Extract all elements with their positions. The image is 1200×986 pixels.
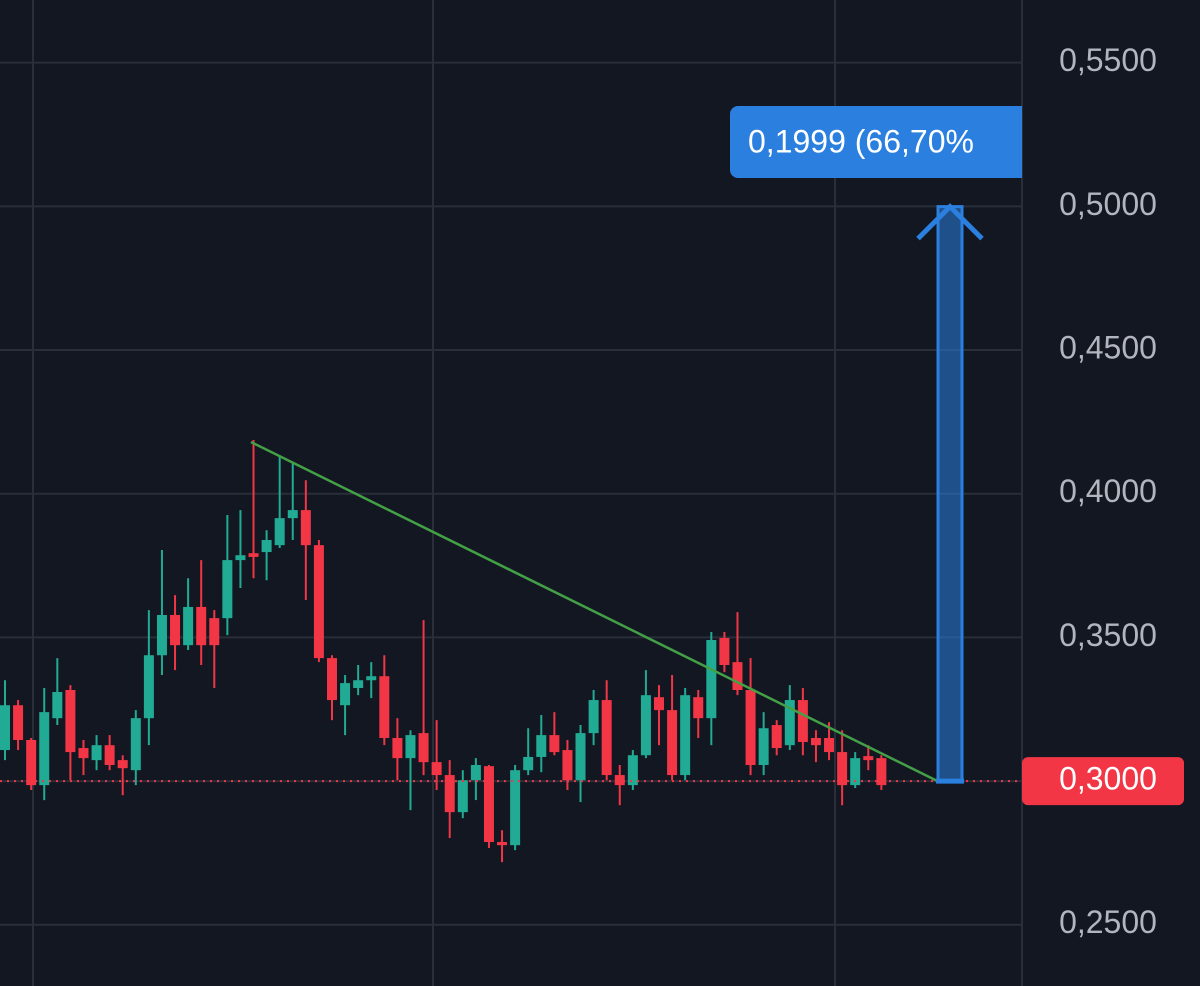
candle-body — [392, 737, 403, 759]
candle-body — [693, 697, 704, 719]
candle-body — [837, 752, 848, 786]
candle-body — [327, 658, 337, 701]
last-price-tag — [1022, 757, 1184, 806]
candle-body — [65, 689, 76, 753]
candle-body — [758, 728, 769, 766]
y-tick-label: 0,4500 — [1059, 329, 1157, 365]
candle-body — [104, 745, 115, 766]
candle-body — [287, 510, 298, 519]
candle-body — [523, 756, 534, 771]
candle-body — [654, 697, 664, 711]
candle-body — [143, 655, 154, 719]
candle-body — [706, 639, 717, 719]
candle-body — [379, 676, 390, 738]
candle-body — [810, 737, 821, 746]
candle-body — [130, 718, 141, 771]
candle-body — [418, 733, 429, 763]
candle-body — [797, 700, 808, 743]
candle-body — [300, 510, 311, 546]
candle-body — [614, 775, 625, 786]
measure-shaft — [936, 205, 964, 783]
candle-body — [640, 695, 651, 756]
measure-label-box — [730, 106, 1022, 178]
y-tick-label: 0,4000 — [1059, 473, 1157, 509]
trendline — [250, 440, 939, 783]
candle-body — [719, 637, 730, 665]
y-tick-label: 0,3500 — [1059, 617, 1157, 653]
candle-body — [183, 606, 194, 646]
candle-body — [209, 618, 220, 646]
candle-body — [340, 683, 351, 706]
candle-body — [222, 560, 233, 619]
candle-body — [405, 735, 416, 759]
candle-body — [248, 553, 259, 557]
candle-body — [156, 614, 167, 656]
candle-body — [562, 750, 573, 781]
candle-body — [627, 755, 638, 786]
candle-body — [863, 756, 874, 761]
candle-body — [510, 770, 521, 846]
candle-body — [261, 539, 272, 553]
candle-body — [274, 518, 285, 546]
y-tick-label: 0,5000 — [1059, 186, 1157, 222]
candle-body — [39, 712, 50, 786]
candle-body — [601, 700, 612, 776]
candle-body — [196, 606, 207, 646]
candle-body — [549, 735, 560, 753]
candle-body — [588, 700, 599, 734]
candle-body — [52, 692, 63, 719]
candle-body — [824, 737, 835, 753]
measure-arrowhead — [916, 203, 984, 241]
candle-body — [117, 760, 128, 769]
candle-body — [497, 842, 508, 846]
measure-label: 0,1999 (66,70% — [748, 123, 974, 159]
candle-body — [0, 705, 10, 751]
candle-body — [483, 766, 494, 843]
candle-body — [876, 758, 887, 786]
candle-body — [91, 745, 102, 761]
candle-body — [745, 689, 756, 766]
plot: 0,1999 (66,70% — [0, 106, 1022, 863]
y-tick-label: 0,2500 — [1059, 904, 1157, 940]
last-price-label: 0,3000 — [1059, 761, 1157, 797]
candle-body — [313, 545, 324, 659]
candle-body — [536, 735, 547, 757]
candle-body — [680, 695, 691, 776]
candle-body — [444, 775, 455, 813]
candle-body — [732, 662, 743, 690]
candle-body — [457, 780, 468, 813]
candle-body — [13, 705, 24, 741]
candle-body — [575, 733, 586, 781]
candle-body — [771, 725, 782, 749]
price-axis: 0,5500 0,5000 0,4500 0,4000 0,3500 0,3000 0,25… — [1022, 42, 1184, 940]
candle-body — [26, 740, 37, 786]
candle-body — [784, 700, 795, 746]
candle-body — [667, 710, 678, 776]
y-tick-label: 0,5500 — [1059, 42, 1157, 78]
candle-body — [431, 762, 442, 776]
candle-body — [235, 555, 246, 561]
candle-body — [366, 676, 377, 681]
candle-body — [353, 680, 364, 688]
candle-body — [170, 614, 181, 646]
candle-body — [78, 748, 89, 759]
candle-body — [470, 765, 481, 781]
candle-body — [850, 758, 861, 786]
